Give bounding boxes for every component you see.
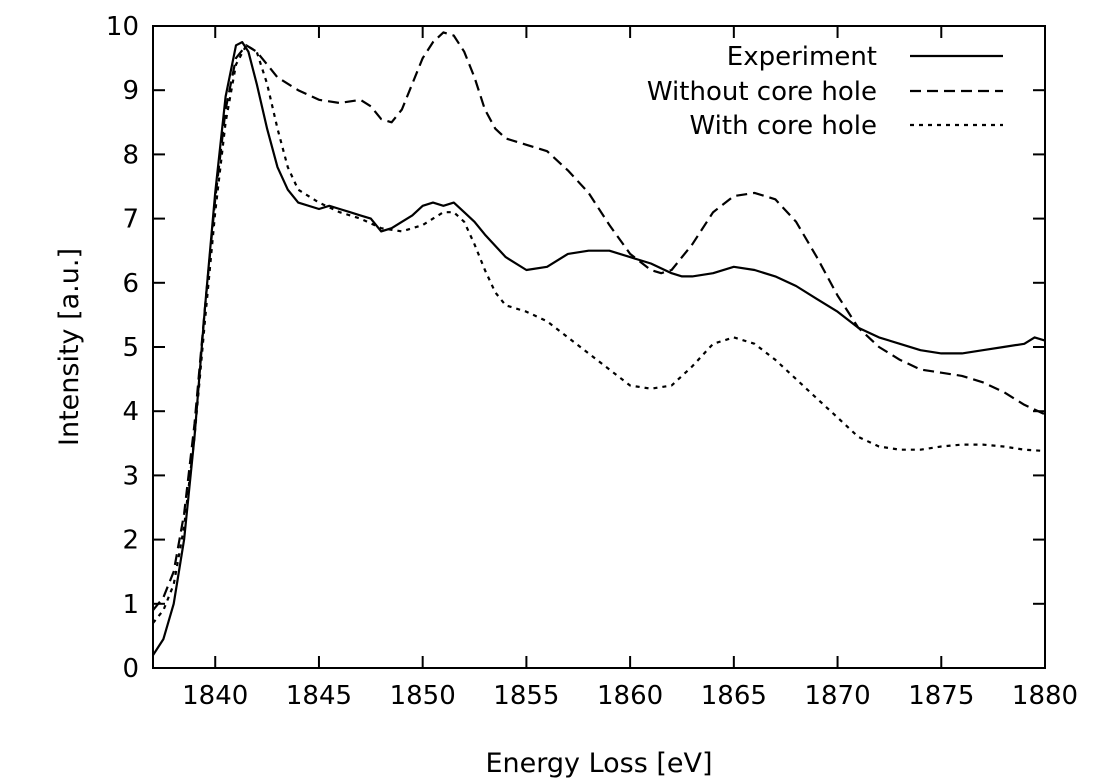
y-axis-label: Intensity [a.u.] xyxy=(54,248,85,446)
x-tick-label: 1855 xyxy=(493,681,559,711)
y-tick-label: 10 xyxy=(106,12,139,42)
y-tick-label: 8 xyxy=(122,140,139,170)
ticks-layer: 1840 1845 1850 1855 1860 1865 1870 1875 1880 0 1 2 3… xyxy=(106,12,1078,711)
x-tick-label: 1870 xyxy=(804,681,870,711)
legend-label: Without core hole xyxy=(647,77,877,107)
y-tick-label: 5 xyxy=(122,333,139,363)
y-tick-label: 1 xyxy=(122,590,139,620)
legend: Experiment Without core hole With core hol… xyxy=(647,42,1003,141)
x-tick-label: 1880 xyxy=(1012,681,1078,711)
series-line-1 xyxy=(152,40,1046,656)
y-tick-label: 9 xyxy=(122,76,139,106)
series-line-3 xyxy=(152,44,1046,624)
legend-label: Experiment xyxy=(727,42,877,72)
x-tick-label: 1860 xyxy=(597,681,663,711)
x-tick-label: 1845 xyxy=(286,681,352,711)
x-tick-label: 1850 xyxy=(390,681,456,711)
y-tick-label: 6 xyxy=(122,269,139,299)
legend-label: With core hole xyxy=(690,111,877,141)
x-tick-label: 1865 xyxy=(701,681,767,711)
series-layer xyxy=(152,31,1046,656)
y-tick-label: 2 xyxy=(122,526,139,556)
y-tick-label: 0 xyxy=(122,654,139,684)
x-tick-label: 1875 xyxy=(908,681,974,711)
y-tick-label: 3 xyxy=(122,461,139,491)
y-tick-label: 7 xyxy=(122,205,139,235)
x-axis-label: Energy Loss [eV] xyxy=(485,748,712,779)
plot-frame xyxy=(152,25,1046,669)
y-tick-label: 4 xyxy=(122,397,139,427)
x-tick-label: 1840 xyxy=(182,681,248,711)
series-line-2 xyxy=(152,31,1046,611)
